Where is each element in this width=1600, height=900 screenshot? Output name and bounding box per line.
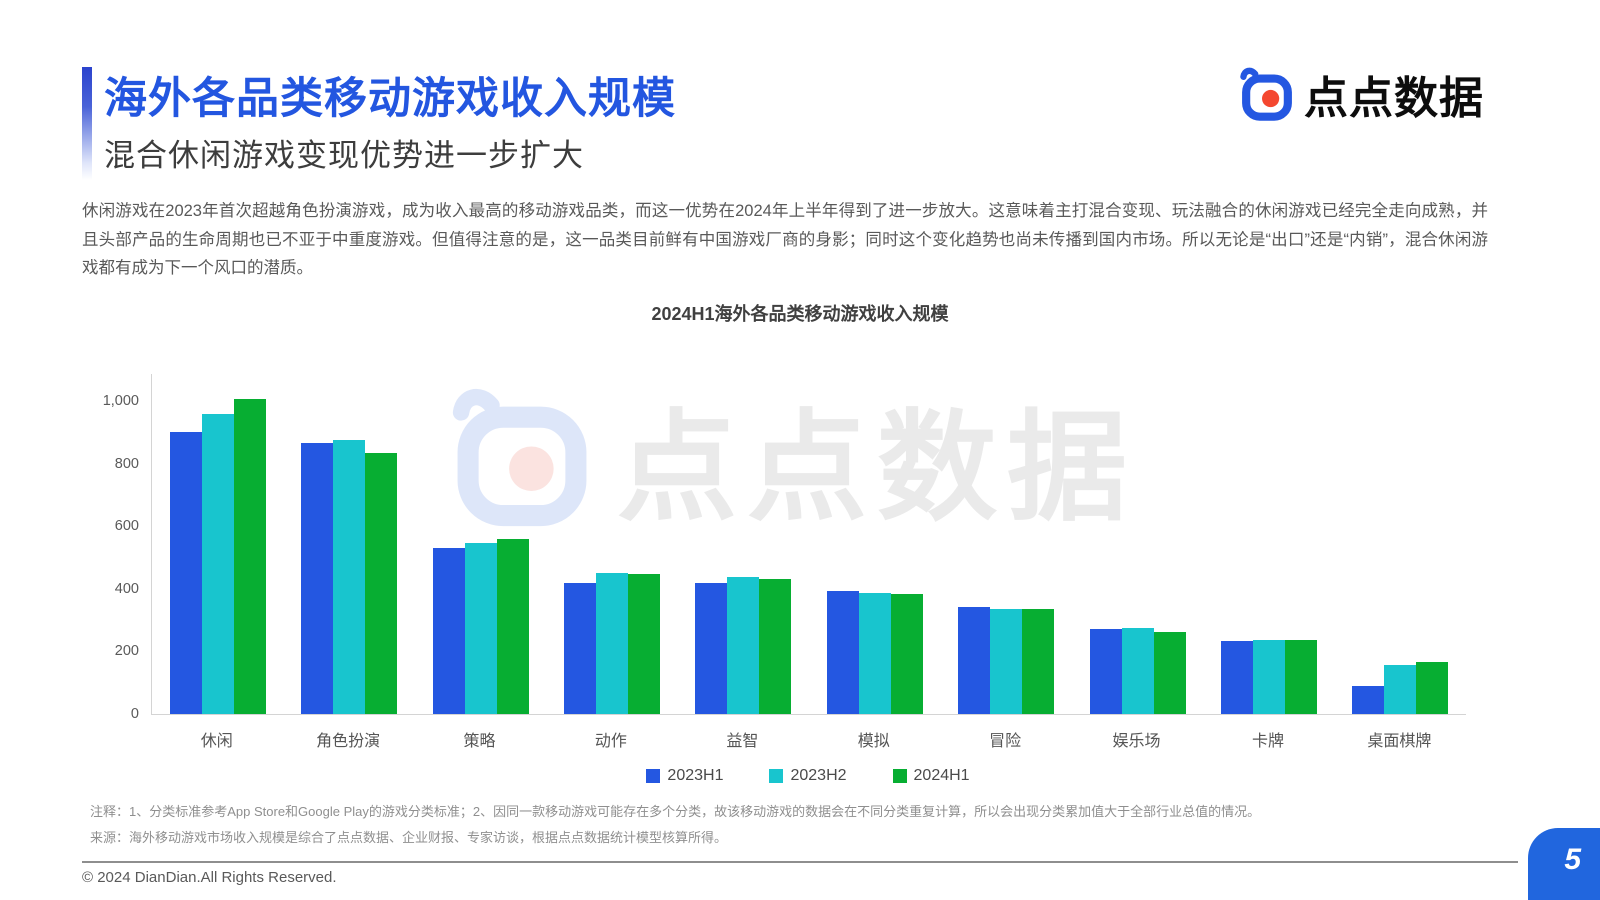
bar-2024H1-动作 (627, 574, 660, 714)
bar-2023H2-卡牌 (1252, 640, 1285, 714)
bar-group (1335, 374, 1466, 714)
bar-2023H1-娱乐场 (1089, 628, 1122, 714)
page-number: 5 (1564, 843, 1581, 876)
footnote-source: 来源：海外移动游戏市场收入规模是综合了点点数据、企业财报、专家访谈，根据点点数据… (90, 830, 728, 845)
bar-group (1072, 374, 1203, 714)
chart-legend: 2023H1 2023H2 2024H1 (151, 767, 1465, 785)
bar-2023H2-角色扮演 (333, 440, 366, 714)
y-tick-label: 1,000 (102, 393, 139, 409)
bar-2023H1-角色扮演 (301, 443, 334, 714)
y-tick-label: 600 (114, 518, 139, 535)
bar-2023H1-桌面棋牌 (1352, 686, 1385, 714)
bar-2024H1-冒险 (1022, 609, 1055, 714)
bar-2023H2-冒险 (990, 608, 1023, 714)
bar-2023H1-休闲 (169, 432, 202, 714)
bar-2023H2-策略 (464, 543, 497, 714)
bar-2024H1-角色扮演 (365, 452, 398, 714)
bar-2024H1-卡牌 (1284, 639, 1317, 714)
chart-yaxis: 0 200 400 600 800 1,000 (90, 374, 151, 722)
bar-group (940, 374, 1071, 714)
legend-label: 2024H1 (913, 767, 970, 784)
bar-2024H1-模拟 (890, 593, 923, 714)
category-label: 模拟 (857, 733, 890, 750)
y-tick-label: 200 (114, 643, 139, 660)
bar-2023H1-动作 (563, 582, 596, 714)
chart-title: 2024H1海外各品类移动游戏收入规模 (651, 304, 949, 324)
chart-categories: 休闲 角色扮演 策略 动作 益智 模拟 冒险 娱乐场 卡牌 桌面棋牌 (151, 727, 1465, 751)
bar-2024H1-益智 (759, 579, 792, 714)
brand-logo-text: 点点数据 (1304, 74, 1484, 123)
bar-2023H1-模拟 (826, 591, 859, 714)
bar-2023H2-益智 (727, 577, 760, 714)
bar-2023H1-冒险 (958, 606, 991, 714)
legend-swatch-icon (646, 769, 661, 783)
bar-2023H1-策略 (432, 548, 465, 714)
y-tick-label: 0 (130, 706, 139, 722)
legend-item-2024H1: 2024H1 (892, 767, 970, 785)
chart-plot: 点点数据 (151, 374, 1466, 715)
category-label: 娱乐场 (1112, 733, 1161, 750)
bar-group (1203, 374, 1334, 714)
bar-2023H2-娱乐场 (1121, 627, 1154, 714)
category-label: 休闲 (200, 733, 233, 750)
copyright-text: © 2024 DianDian.All Rights Reserved. (82, 869, 337, 886)
bar-2023H2-桌面棋牌 (1384, 664, 1417, 714)
category-label: 冒险 (989, 733, 1022, 750)
page-subtitle: 混合休闲游戏变现优势进一步扩大 (104, 138, 584, 173)
chart-body: 0 200 400 600 800 1,000 点点数据 (90, 374, 1600, 722)
bar-2024H1-桌面棋牌 (1416, 662, 1449, 714)
intro-paragraph: 休闲游戏在2023年首次超越角色扮演游戏，成为收入最高的移动游戏品类，而这一优势… (82, 202, 1488, 277)
bar-2024H1-休闲 (233, 399, 266, 714)
category-label: 角色扮演 (316, 733, 381, 750)
category-label: 益智 (726, 733, 759, 750)
y-tick-label: 400 (114, 580, 139, 597)
legend-swatch-icon (769, 769, 784, 783)
bar-2023H2-模拟 (858, 592, 891, 714)
title-accent-bar (82, 67, 92, 180)
diandian-logo-icon (1240, 67, 1292, 121)
bar-group (152, 374, 283, 714)
legend-item-2023H2: 2023H2 (769, 767, 847, 785)
bar-group (809, 374, 940, 714)
bar-2023H1-卡牌 (1220, 640, 1253, 714)
page-title: 海外各品类移动游戏收入规模 (104, 75, 676, 123)
category-label: 桌面棋牌 (1367, 733, 1432, 750)
category-label: 动作 (594, 733, 627, 750)
bar-group (283, 374, 414, 714)
legend-swatch-icon (892, 769, 907, 783)
brand-logo: 点点数据 (1238, 62, 1484, 126)
legend-item-2023H1: 2023H1 (646, 767, 723, 785)
page-number-box: 5 (1528, 828, 1600, 900)
footnote-classification: 注释：1、分类标准参考App Store和Google Play的游戏分类标准；… (90, 804, 1261, 819)
bar-2023H1-益智 (695, 582, 728, 714)
category-label: 卡牌 (1251, 733, 1284, 750)
footer-divider (82, 861, 1518, 863)
category-label: 策略 (463, 733, 496, 750)
legend-label: 2023H1 (667, 767, 724, 784)
bar-2024H1-策略 (496, 538, 529, 714)
bar-2023H2-休闲 (201, 413, 234, 714)
y-tick-label: 800 (114, 455, 139, 472)
bar-group (546, 374, 677, 714)
bar-group (678, 374, 809, 714)
chart-section: 2024H1海外各品类移动游戏收入规模 0 200 400 600 800 1,000 点… (0, 300, 1600, 785)
bar-2023H2-动作 (595, 573, 628, 714)
bar-2024H1-娱乐场 (1153, 631, 1186, 714)
legend-label: 2023H2 (790, 767, 847, 784)
bar-group (415, 374, 546, 714)
footnotes: 注释：1、分类标准参考App Store和Google Play的游戏分类标准；… (90, 799, 1260, 851)
